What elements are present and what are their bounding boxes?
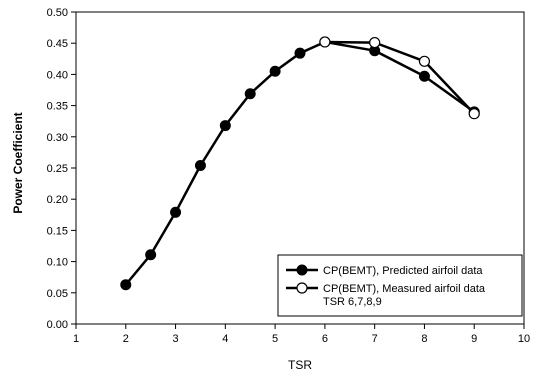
x-axis: 1 2 3 4 5 6 7 8 9 10 <box>73 324 530 345</box>
x-tick-label: 2 <box>123 333 129 345</box>
y-tick-label: 0.15 <box>47 225 68 237</box>
legend: CP(BEMT), Predicted airfoil data CP(BEMT… <box>277 254 523 317</box>
x-tick-label: 3 <box>172 333 178 345</box>
data-point-1 <box>319 36 331 48</box>
y-tick-label: 0.20 <box>47 194 68 206</box>
data-point-0 <box>269 65 281 77</box>
series-line-0 <box>124 40 475 286</box>
y-tick-label: 0.10 <box>47 257 68 269</box>
legend-marker-predicted <box>296 264 308 276</box>
x-tick-label: 10 <box>518 333 530 345</box>
data-point-1 <box>369 36 381 49</box>
y-tick-label: 0.00 <box>47 319 68 331</box>
y-axis: 0.00 0.05 0.10 0.15 0.20 0.25 0.30 0.35 0.40 0.45… <box>47 7 76 331</box>
y-tick-label: 0.25 <box>47 163 68 175</box>
y-axis-title: Power Coefficient <box>11 112 25 213</box>
x-tick-label: 7 <box>372 333 378 345</box>
y-tick-label: 0.30 <box>47 132 68 144</box>
x-tick-label: 5 <box>272 333 278 345</box>
series-0 <box>120 36 480 291</box>
x-tick-label: 9 <box>471 333 477 345</box>
y-tick-label: 0.40 <box>47 69 68 81</box>
data-point-0 <box>194 160 206 172</box>
series-layer <box>120 36 480 291</box>
y-tick-label: 0.45 <box>47 38 68 50</box>
legend-label-measured: CP(BEMT), Measured airfoil data <box>323 283 486 295</box>
data-point-0 <box>294 47 306 59</box>
data-point-0 <box>219 120 231 132</box>
x-tick-label: 1 <box>73 333 79 345</box>
legend-label-measured-line2: TSR 6,7,8,9 <box>323 296 382 308</box>
y-tick-label: 0.35 <box>47 101 68 113</box>
data-point-0 <box>120 279 132 291</box>
data-point-0 <box>244 88 256 100</box>
x-tick-label: 4 <box>222 333 228 345</box>
y-tick-label: 0.50 <box>47 7 68 19</box>
data-point-1 <box>418 55 431 67</box>
y-tick-label: 0.05 <box>47 288 68 300</box>
x-tick-label: 6 <box>322 333 328 345</box>
x-tick-label: 8 <box>421 333 427 345</box>
series-1 <box>319 36 480 120</box>
series-line-1 <box>324 40 476 115</box>
legend-label-predicted: CP(BEMT), Predicted airfoil data <box>323 265 483 277</box>
data-point-0 <box>418 70 430 82</box>
data-point-1 <box>468 108 480 120</box>
data-point-0 <box>145 249 157 261</box>
x-axis-title: TSR <box>288 358 312 372</box>
legend-box <box>277 254 523 317</box>
legend-marker-measured <box>296 282 308 294</box>
data-point-0 <box>170 206 182 218</box>
